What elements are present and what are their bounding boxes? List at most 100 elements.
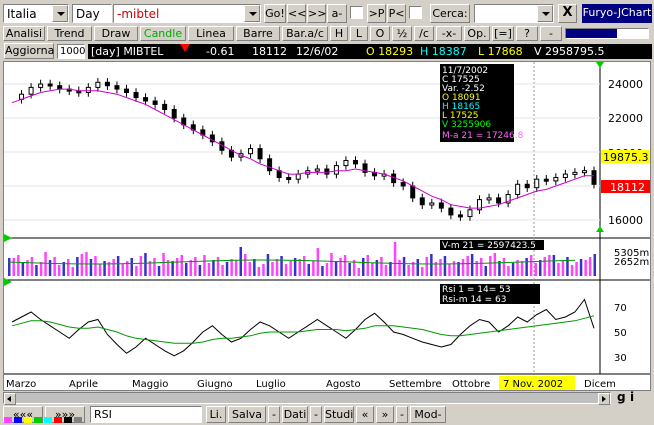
- cursor-date-box: [499, 376, 575, 390]
- menu-item-minus[interactable]: -: [540, 26, 562, 41]
- volume-bar: [239, 247, 242, 276]
- candle-body: [143, 97, 149, 102]
- candle-body: [333, 165, 339, 175]
- price-tick: 22000: [608, 112, 643, 125]
- volume-bar: [525, 258, 528, 276]
- volume-bar: [334, 261, 338, 276]
- menu-item-c[interactable]: /c: [414, 26, 434, 41]
- go-button[interactable]: Go!: [264, 4, 286, 23]
- close-button[interactable]: X: [558, 4, 577, 23]
- volume-bar: [430, 254, 433, 276]
- volume-label: V-m 21 = 2597423.5: [442, 241, 536, 251]
- candle-body: [295, 173, 301, 180]
- color-swatch[interactable]: [14, 417, 22, 423]
- menu-item-draw[interactable]: Draw: [94, 26, 138, 41]
- tooltip-ma: M-a 21 = 17246.8: [442, 131, 524, 141]
- menu-item-bar-ac[interactable]: Bar.a/c: [282, 26, 328, 41]
- horizontal-scrollbar[interactable]: [3, 392, 611, 405]
- arrow-up-icon[interactable]: [596, 226, 604, 232]
- scroll-right-button[interactable]: [598, 393, 610, 405]
- volume-bar: [189, 260, 192, 276]
- month-label: Luglio: [256, 379, 286, 390]
- li-button[interactable]: Li.: [206, 406, 226, 423]
- menu-item-help[interactable]: ?: [516, 26, 538, 41]
- menu-item-half[interactable]: ½: [392, 26, 412, 41]
- menu-item-l[interactable]: L: [350, 26, 368, 41]
- volume-bar: [561, 260, 565, 276]
- arrow-right-icon[interactable]: [4, 234, 12, 242]
- tooltip-close: C 17525: [442, 75, 480, 85]
- menu-item-op[interactable]: Op.: [464, 26, 490, 41]
- chevron-down-icon[interactable]: [52, 5, 68, 22]
- period-select[interactable]: Day: [72, 4, 112, 23]
- mod-s-button[interactable]: Mod-S: [410, 406, 446, 425]
- menu-item-grid[interactable]: [=]: [492, 26, 514, 41]
- color-swatch[interactable]: [44, 417, 52, 423]
- arrow-right-icon[interactable]: [4, 278, 12, 286]
- color-swatch[interactable]: [64, 417, 72, 423]
- g-button[interactable]: g: [617, 390, 626, 404]
- color-swatch[interactable]: [4, 417, 12, 423]
- p-left-button[interactable]: P<: [387, 4, 406, 23]
- chart-svg[interactable]: 24000 22000 20000 18000 16000 19875.3 18…: [4, 62, 650, 390]
- menu-item-candle[interactable]: Candle: [140, 26, 186, 41]
- dati-button[interactable]: Dati: [282, 406, 308, 423]
- separator-button[interactable]: -: [310, 406, 322, 423]
- menu-item-analisi[interactable]: Analisi: [3, 26, 45, 41]
- i-button[interactable]: i: [630, 390, 635, 404]
- scroll-left-button[interactable]: [4, 393, 16, 405]
- moving-average-line: [11, 88, 594, 209]
- option-checkbox[interactable]: [350, 6, 363, 19]
- next-button[interactable]: »: [376, 406, 394, 423]
- menu-item-trend[interactable]: Trend: [47, 26, 92, 41]
- candle-body: [581, 170, 587, 174]
- chart-area[interactable]: 24000 22000 20000 18000 16000 19875.3 18…: [3, 61, 651, 391]
- separator-button[interactable]: -: [268, 406, 280, 423]
- chevron-down-icon[interactable]: [244, 5, 260, 22]
- a-arrow-button[interactable]: a->: [327, 4, 347, 37]
- volume-bar: [511, 263, 515, 276]
- salva-button[interactable]: Salva: [228, 406, 266, 423]
- search-label-button[interactable]: Cerca:: [430, 4, 470, 23]
- menu-item-h[interactable]: H: [330, 26, 348, 41]
- separator-button[interactable]: -: [396, 406, 408, 423]
- volume-bar: [593, 254, 596, 276]
- volume-bar: [362, 258, 365, 276]
- indicator-input[interactable]: RSI: [90, 406, 202, 423]
- volume-bar: [112, 259, 115, 276]
- volume-bar: [166, 260, 170, 276]
- arrow-down-icon[interactable]: [596, 62, 604, 68]
- color-swatch[interactable]: [54, 417, 62, 423]
- volume-bar: [575, 262, 578, 276]
- refresh-button[interactable]: Aggiorna: [4, 43, 55, 59]
- candle-body: [133, 92, 139, 99]
- volume-bar: [12, 258, 15, 276]
- symbol-select-value: -mibtel: [117, 7, 160, 21]
- option-checkbox-2[interactable]: [409, 6, 422, 19]
- color-swatch[interactable]: [74, 417, 82, 423]
- volume-bar: [253, 259, 256, 276]
- p-arrow-button[interactable]: >P: [367, 4, 386, 23]
- forward-button[interactable]: >>: [307, 4, 326, 23]
- menu-item-barre[interactable]: Barre: [236, 26, 280, 41]
- chevron-down-icon[interactable]: [537, 5, 553, 22]
- menu-item-x[interactable]: -x-: [436, 26, 462, 41]
- search-input[interactable]: [474, 4, 554, 23]
- market-select[interactable]: Italia: [3, 4, 69, 23]
- rewind-button[interactable]: <<: [287, 4, 306, 23]
- menu-item-linea[interactable]: Linea: [188, 26, 234, 41]
- studi-button[interactable]: Studi: [324, 406, 354, 423]
- month-label: Agosto: [326, 379, 361, 390]
- color-swatch[interactable]: [24, 417, 32, 423]
- volume-bar: [57, 265, 61, 276]
- color-swatch[interactable]: [34, 417, 42, 423]
- bars-field[interactable]: 1000: [57, 44, 85, 59]
- month-label: Settembre: [389, 379, 442, 390]
- prev-button[interactable]: «: [356, 406, 374, 423]
- volume-bar: [579, 259, 583, 276]
- menu-item-o[interactable]: O: [370, 26, 390, 41]
- candle-body: [457, 214, 463, 218]
- market-select-value: Italia: [7, 7, 37, 21]
- symbol-select[interactable]: -mibtel: [113, 4, 261, 23]
- candle-body: [486, 197, 492, 201]
